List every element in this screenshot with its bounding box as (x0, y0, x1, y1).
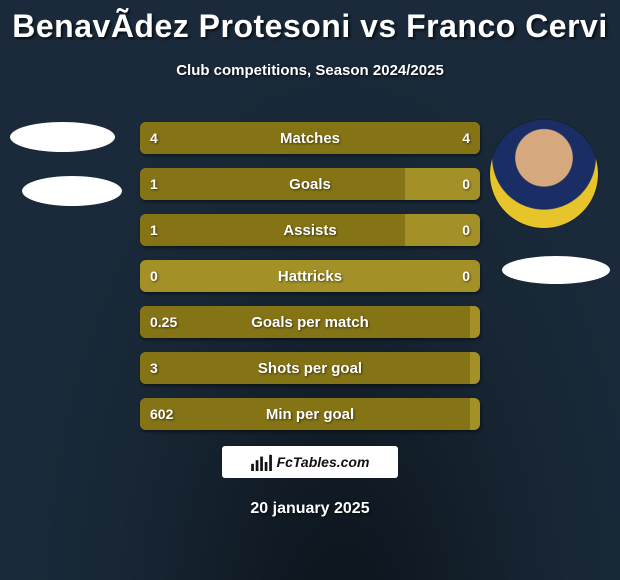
stat-row: 0.25Goals per match (140, 306, 480, 338)
stat-row: 44Matches (140, 122, 480, 154)
stat-label: Matches (140, 122, 480, 154)
left-player-avatar-a (10, 122, 115, 152)
page-subtitle: Club competitions, Season 2024/2025 (0, 62, 620, 79)
stat-row: 00Hattricks (140, 260, 480, 292)
stat-row: 10Assists (140, 214, 480, 246)
stat-label: Goals (140, 168, 480, 200)
right-player-avatar (490, 120, 598, 228)
bars-icon (251, 453, 273, 471)
stat-label: Goals per match (140, 306, 480, 338)
page-title: BenavÃ­dez Protesoni vs Franco Cervi (0, 8, 620, 45)
stat-row: 3Shots per goal (140, 352, 480, 384)
logo-box: FcTables.com (222, 446, 398, 478)
stat-label: Min per goal (140, 398, 480, 430)
comparison-bars: 44Matches 10Goals 10Assists 00Hattricks 0.25… (140, 122, 480, 444)
stat-label: Hattricks (140, 260, 480, 292)
stat-row: 602Min per goal (140, 398, 480, 430)
stat-label: Shots per goal (140, 352, 480, 384)
date-text: 20 january 2025 (0, 500, 620, 518)
logo-text: FcTables.com (277, 454, 370, 470)
stat-row: 10Goals (140, 168, 480, 200)
right-player-badge-oval (502, 256, 610, 284)
stat-label: Assists (140, 214, 480, 246)
left-player-avatar-b (22, 176, 122, 206)
